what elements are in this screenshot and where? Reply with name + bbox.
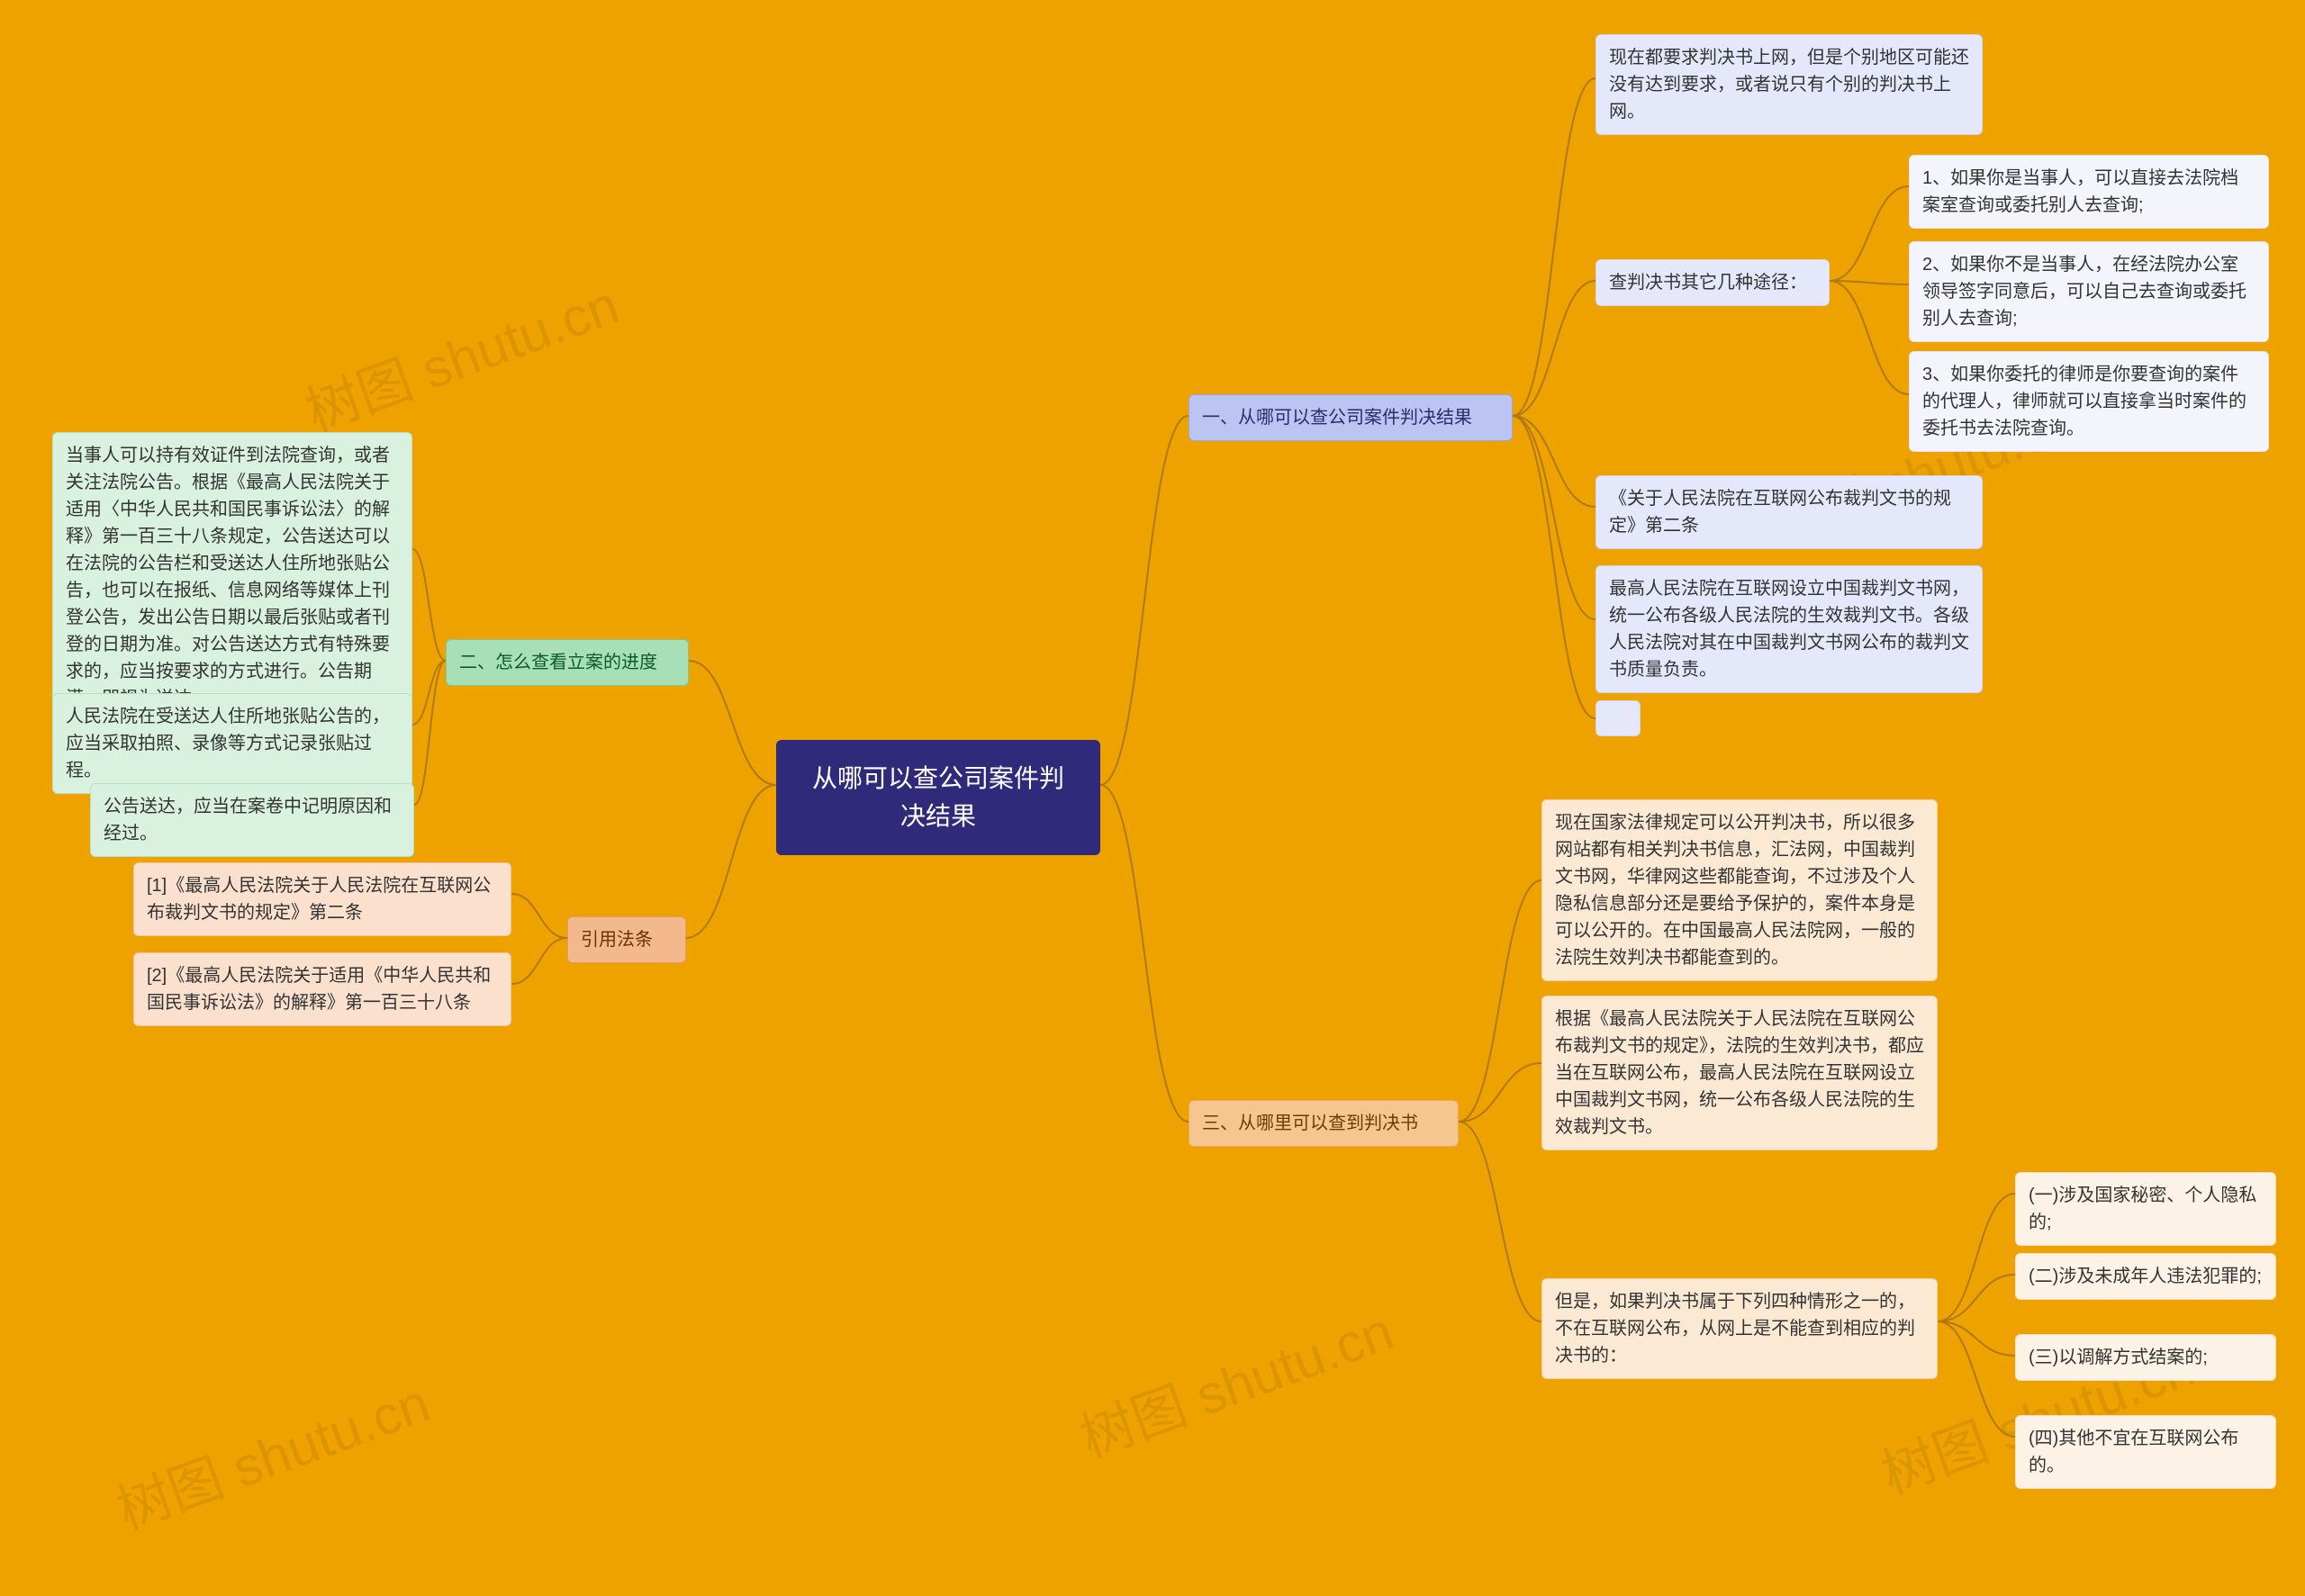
b1c1[interactable]: 现在都要求判决书上网，但是个别地区可能还没有达到要求，或者说只有个别的判决书上网… xyxy=(1595,34,1983,135)
b1c2a[interactable]: 1、如果你是当事人，可以直接去法院档案室查询或委托别人去查询; xyxy=(1909,155,2269,229)
b3c3d[interactable]: (四)其他不宜在互联网公布的。 xyxy=(2015,1415,2276,1489)
b2[interactable]: 二、怎么查看立案的进度 xyxy=(446,639,689,686)
b2c2[interactable]: 人民法院在受送达人住所地张贴公告的，应当采取拍照、录像等方式记录张贴过程。 xyxy=(52,693,412,794)
watermark: 树图 shutu.cn xyxy=(294,261,628,446)
b3c3b[interactable]: (二)涉及未成年人违法犯罪的; xyxy=(2015,1253,2276,1300)
b2c3[interactable]: 公告送达，应当在案卷中记明原因和经过。 xyxy=(90,783,414,857)
b1c4[interactable]: 最高人民法院在互联网设立中国裁判文书网，统一公布各级人民法院的生效裁判文书。各级… xyxy=(1595,565,1983,693)
mindmap-canvas: 树图 shutu.cn树图 shutu.cn树图 shutu.cn树图 shut… xyxy=(0,0,2305,1596)
watermark: 树图 shutu.cn xyxy=(1068,1287,1402,1473)
root[interactable]: 从哪可以查公司案件判决结果 xyxy=(776,740,1100,855)
b1c2b[interactable]: 2、如果你不是当事人，在经法院办公室领导签字同意后，可以自己去查询或委托别人去查… xyxy=(1909,241,2269,342)
b1c2[interactable]: 查判决书其它几种途径： xyxy=(1595,259,1830,306)
b3c3c[interactable]: (三)以调解方式结案的; xyxy=(2015,1334,2276,1381)
b4c2[interactable]: [2]《最高人民法院关于适用《中华人民共和国民事诉讼法》的解释》第一百三十八条 xyxy=(133,952,511,1026)
b4c1[interactable]: [1]《最高人民法院关于人民法院在互联网公布裁判文书的规定》第二条 xyxy=(133,862,511,936)
watermark: 树图 shutu.cn xyxy=(104,1359,438,1545)
b3c3[interactable]: 但是，如果判决书属于下列四种情形之一的，不在互联网公布，从网上是不能查到相应的判… xyxy=(1541,1278,1938,1379)
b2c1[interactable]: 当事人可以持有效证件到法院查询，或者关注法院公告。根据《最高人民法院关于适用〈中… xyxy=(52,432,412,722)
b3c1[interactable]: 现在国家法律规定可以公开判决书，所以很多网站都有相关判决书信息，汇法网，中国裁判… xyxy=(1541,799,1938,981)
b1[interactable]: 一、从哪可以查公司案件判决结果 xyxy=(1189,394,1513,441)
b1c2c[interactable]: 3、如果你委托的律师是你要查询的案件的代理人，律师就可以直接拿当时案件的委托书去… xyxy=(1909,351,2269,452)
b3c2[interactable]: 根据《最高人民法院关于人民法院在互联网公布裁判文书的规定》，法院的生效判决书，都… xyxy=(1541,996,1938,1150)
b3[interactable]: 三、从哪里可以查到判决书 xyxy=(1189,1100,1459,1147)
b4[interactable]: 引用法条 xyxy=(567,916,686,963)
b3c3a[interactable]: (一)涉及国家秘密、个人隐私的; xyxy=(2015,1172,2276,1246)
b1c5[interactable] xyxy=(1595,700,1641,736)
b1c3[interactable]: 《关于人民法院在互联网公布裁判文书的规定》第二条 xyxy=(1595,475,1983,549)
